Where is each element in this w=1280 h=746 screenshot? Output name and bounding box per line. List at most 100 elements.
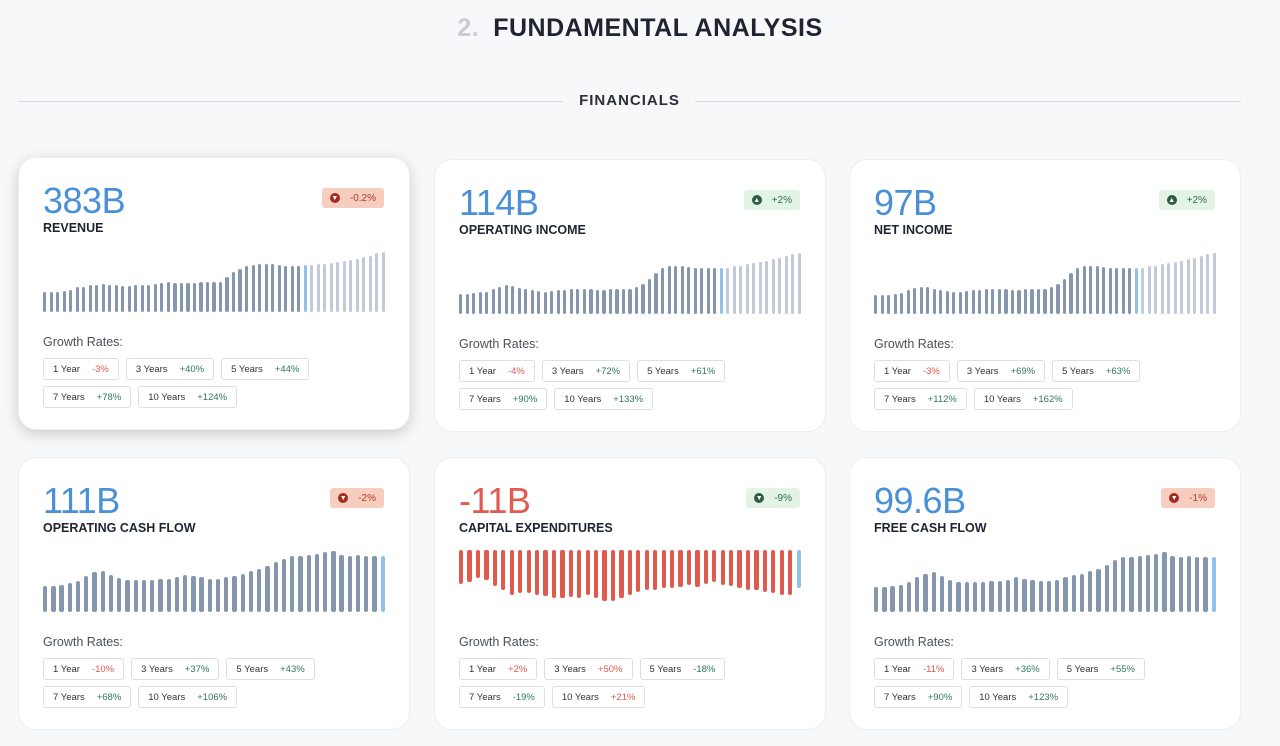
growth-chip[interactable]: 3 Years +72% [541,360,631,382]
bar-historical [1112,559,1118,612]
bar-historical [647,279,652,314]
card-free-cash-flow[interactable]: 99.6B FREE CASH FLOW ▼ -1% Growth Rates: 1… [849,457,1241,730]
chevron-down-circle-icon: ▼ [1169,493,1180,503]
growth-chip[interactable]: 3 Years +37% [131,658,220,680]
bar-historical [75,287,79,312]
growth-chip[interactable]: 1 Year -4% [459,360,535,382]
bar-historical [248,571,254,612]
card-capital-expenditures[interactable]: -11B CAPITAL EXPENDITURES ▼ -9% Growth Ra… [434,457,826,730]
growth-chip[interactable]: 7 Years +78% [43,386,132,408]
card-revenue[interactable]: 383B REVENUE ▼ -0.2% Growth Rates: 1 Year -… [18,157,410,430]
bar-forecast [355,258,359,312]
bar-historical [192,282,197,312]
growth-chip[interactable]: 3 Years +50% [544,658,633,680]
bar-historical [191,576,196,612]
period-label: 10 Years [564,393,602,405]
growth-chip[interactable]: 10 Years +124% [138,386,238,408]
chevron-down-circle-icon: ▼ [338,493,349,503]
bar-historical [602,289,606,314]
card-operating-cash-flow[interactable]: 111B OPERATING CASH FLOW ▼ -2% Growth Rat… [18,457,410,730]
growth-rates: 1 Year -10% 3 Years +37% 5 Years +43% 7 Years +… [43,658,343,708]
growth-value: +37% [184,663,210,675]
growth-chip[interactable]: 1 Year -11% [874,658,955,680]
bar-historical [779,550,784,595]
bar-historical [1096,568,1101,612]
growth-chip[interactable]: 3 Years +36% [961,658,1050,680]
chevron-down-circle-icon: ▼ [754,493,765,503]
bar-historical [290,556,295,612]
bar-historical [166,282,170,312]
growth-chip[interactable]: 1 Year +2% [459,658,538,680]
bar-historical [484,550,489,580]
bar-historical [1023,289,1028,314]
growth-chip[interactable]: 5 Years +44% [221,358,310,380]
growth-chip[interactable]: 7 Years +90% [459,388,548,410]
growth-chip[interactable]: 1 Year -3% [43,358,119,380]
bar-historical [619,550,624,599]
growth-chip[interactable]: 1 Year -10% [43,658,125,680]
bar-historical [972,582,978,612]
growth-chip[interactable]: 7 Years +68% [43,686,132,708]
bar-historical [524,289,528,314]
bar-historical [576,289,580,314]
bar-historical [459,293,463,314]
period-label: 5 Years [231,363,263,375]
bar-historical [1079,573,1085,612]
bar-forecast [797,253,801,314]
bar-historical [1010,289,1015,314]
bar-historical [585,550,590,596]
growth-value: +61% [690,365,716,377]
bar-historical [347,556,352,612]
growth-chip[interactable]: 5 Years +43% [226,658,315,680]
growth-chip[interactable]: 3 Years +69% [956,360,1046,382]
growth-chip[interactable]: 10 Years +123% [969,686,1069,708]
growth-value: +123% [1028,691,1059,703]
bar-historical [1104,564,1109,612]
growth-chip[interactable]: 10 Years +162% [973,388,1073,410]
bar-historical [59,584,64,612]
period-label: 1 Year [884,365,911,377]
growth-rates: 1 Year -4% 3 Years +72% 5 Years +61% 7 Years +9… [459,360,759,410]
period-label: 5 Years [1066,663,1099,675]
growth-chip[interactable]: 7 Years +112% [874,388,967,410]
change-badge: ▼ -9% [746,488,800,508]
bar-current [796,550,801,589]
bar-historical [713,268,717,314]
growth-chip[interactable]: 10 Years +133% [554,388,654,410]
bar-forecast [752,263,756,314]
bar-forecast [1206,254,1210,314]
bar-historical [729,550,734,586]
card-operating-income[interactable]: 114B OPERATING INCOME ▲ +2% Growth Rates:… [434,159,826,432]
bar-historical [501,550,506,591]
bar-historical [695,550,700,588]
growth-chip[interactable]: 5 Years +63% [1052,360,1141,382]
growth-chip[interactable]: 5 Years +55% [1056,658,1145,680]
bar-historical [62,290,66,312]
metric-name: FREE CASH FLOW [874,521,987,535]
bar-historical [49,291,53,312]
bar-forecast [368,255,372,312]
growth-value: +43% [280,663,305,675]
growth-value: +50% [597,663,623,675]
bar-historical [537,291,541,314]
growth-chip[interactable]: 10 Years +21% [551,686,646,708]
bar-historical [997,288,1001,314]
bar-historical [594,550,599,599]
card-net-income[interactable]: 97B NET INCOME ▲ +2% Growth Rates: 1 Year -… [849,159,1241,432]
bar-historical [932,289,936,314]
bar-historical [314,553,320,612]
growth-chip[interactable]: 1 Year -3% [874,360,950,382]
growth-chip[interactable]: 5 Years -18% [639,658,726,680]
period-label: 3 Years [141,663,173,675]
bar-historical [1102,266,1106,314]
change-badge: ▼ -2% [330,488,384,508]
bar-historical [703,550,708,585]
bar-historical [225,277,229,312]
bar-chart [459,252,801,314]
growth-chip[interactable]: 3 Years +40% [125,358,215,380]
growth-chip[interactable]: 5 Years +61% [637,360,726,382]
growth-chip[interactable]: 7 Years -19% [459,686,545,708]
growth-chip[interactable]: 7 Years +90% [874,686,963,708]
bar-historical [485,291,489,314]
growth-chip[interactable]: 10 Years +106% [138,686,238,708]
